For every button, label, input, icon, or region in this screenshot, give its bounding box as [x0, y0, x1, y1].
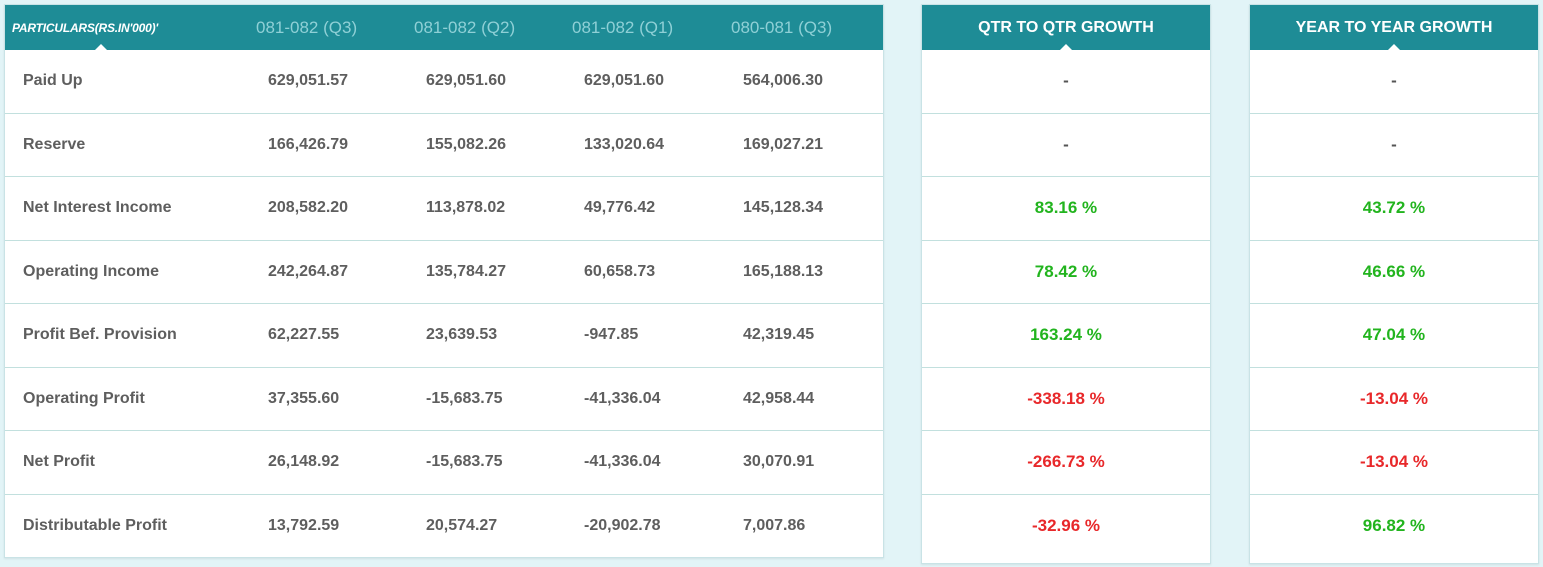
yoy-growth-value: 96.82 % — [1362, 516, 1426, 536]
table-row: Distributable Profit 13,792.59 20,574.27… — [5, 495, 883, 559]
cell-081-082-q2: -15,683.75 — [426, 389, 503, 407]
cell-081-082-q1: -41,336.04 — [584, 389, 661, 407]
cell-081-082-q3: 166,426.79 — [268, 135, 349, 153]
yoy-growth-card: YEAR TO YEAR GROWTH - - 43.72 % 46.66 % … — [1249, 4, 1539, 564]
cell-080-081-q3: 30,070.91 — [743, 453, 815, 471]
table-row: Net Profit 26,148.92 -15,683.75 -41,336.… — [5, 431, 883, 495]
growth-row: 47.04 % — [1250, 304, 1538, 368]
cell-081-082-q1: 133,020.64 — [584, 135, 665, 153]
cell-081-082-q2: 113,878.02 — [426, 199, 506, 217]
cell-081-082-q2: 135,784.27 — [426, 262, 507, 280]
qtr-growth-value: -338.18 % — [1027, 388, 1105, 408]
cell-081-082-q3: 629,051.57 — [268, 72, 349, 90]
table-body: Paid Up 629,051.57 629,051.60 629,051.60… — [5, 50, 883, 558]
row-label: Net Profit — [23, 453, 95, 471]
growth-row: -13.04 % — [1250, 368, 1538, 431]
growth-row: 83.16 % — [922, 177, 1210, 241]
growth-row: 96.82 % — [1250, 495, 1538, 559]
cell-080-081-q3: 169,027.21 — [743, 135, 824, 153]
row-label: Net Interest Income — [23, 199, 172, 217]
header-caret — [94, 44, 108, 51]
cell-081-082-q1: 629,051.60 — [584, 72, 665, 90]
cell-081-082-q2: -15,683.75 — [426, 453, 503, 471]
growth-row: 78.42 % — [922, 241, 1210, 304]
yoy-growth-body: - - 43.72 % 46.66 % 47.04 % -13.04 % -13… — [1250, 50, 1538, 558]
table-row: Operating Profit 37,355.60 -15,683.75 -4… — [5, 368, 883, 431]
yoy-growth-title: YEAR TO YEAR GROWTH — [1295, 18, 1493, 36]
table-row: Operating Income 242,264.87 135,784.27 6… — [5, 241, 883, 304]
header-caret — [1059, 44, 1073, 51]
header-particulars: PARTICULARS(RS.IN'000)' — [12, 20, 159, 35]
qtr-growth-title: QTR TO QTR GROWTH — [978, 18, 1154, 36]
growth-row: 163.24 % — [922, 304, 1210, 368]
cell-081-082-q2: 20,574.27 — [426, 517, 498, 535]
yoy-growth-value: - — [1391, 71, 1397, 91]
growth-row: - — [1250, 50, 1538, 114]
qtr-growth-value: -32.96 % — [1031, 516, 1101, 536]
growth-row: -13.04 % — [1250, 431, 1538, 495]
yoy-growth-value: 43.72 % — [1362, 198, 1426, 218]
growth-row: - — [922, 50, 1210, 114]
financials-table: PARTICULARS(RS.IN'000)' 081-082 (Q3) 081… — [4, 4, 884, 558]
yoy-growth-header: YEAR TO YEAR GROWTH — [1250, 5, 1538, 51]
header-col-080-081-q3: 080-081 (Q3) — [731, 17, 833, 37]
growth-row: - — [922, 114, 1210, 177]
row-label: Reserve — [23, 135, 86, 153]
yoy-growth-value: -13.04 % — [1359, 452, 1429, 472]
cell-081-082-q3: 37,355.60 — [268, 389, 340, 407]
table-row: Net Interest Income 208,582.20 113,878.0… — [5, 177, 883, 241]
qtr-growth-value: - — [1063, 71, 1069, 91]
cell-081-082-q1: -20,902.78 — [584, 517, 661, 535]
qtr-growth-value: - — [1063, 134, 1069, 154]
cell-080-081-q3: 165,188.13 — [743, 262, 824, 280]
qtr-growth-value: -266.73 % — [1027, 452, 1105, 472]
cell-081-082-q3: 62,227.55 — [268, 326, 340, 344]
cell-081-082-q3: 13,792.59 — [268, 517, 340, 535]
qtr-growth-card: QTR TO QTR GROWTH - - 83.16 % 78.42 % 16… — [921, 4, 1211, 564]
table-header: PARTICULARS(RS.IN'000)' 081-082 (Q3) 081… — [5, 5, 883, 51]
growth-row: 43.72 % — [1250, 177, 1538, 241]
cell-080-081-q3: 42,958.44 — [743, 389, 815, 407]
row-label: Profit Bef. Provision — [23, 326, 177, 344]
cell-081-082-q3: 208,582.20 — [268, 199, 349, 217]
cell-081-082-q2: 23,639.53 — [426, 326, 498, 344]
row-label: Paid Up — [23, 72, 83, 90]
qtr-growth-value: 78.42 % — [1034, 261, 1098, 281]
growth-row: -338.18 % — [922, 368, 1210, 431]
cell-080-081-q3: 42,319.45 — [743, 326, 815, 344]
header-col-081-082-q2: 081-082 (Q2) — [414, 17, 516, 37]
cell-081-082-q1: -41,336.04 — [584, 453, 661, 471]
qtr-growth-value: 83.16 % — [1034, 198, 1098, 218]
cell-081-082-q1: 49,776.42 — [584, 199, 656, 217]
growth-row: 46.66 % — [1250, 241, 1538, 304]
cell-081-082-q2: 155,082.26 — [426, 135, 507, 153]
yoy-growth-value: -13.04 % — [1359, 388, 1429, 408]
row-label: Operating Profit — [23, 389, 145, 407]
growth-row: -266.73 % — [922, 431, 1210, 495]
row-label: Distributable Profit — [23, 517, 168, 535]
row-label: Operating Income — [23, 262, 160, 280]
qtr-growth-body: - - 83.16 % 78.42 % 163.24 % -338.18 % -… — [922, 50, 1210, 558]
yoy-growth-value: 46.66 % — [1362, 261, 1426, 281]
cell-081-082-q3: 26,148.92 — [268, 453, 340, 471]
cell-081-082-q3: 242,264.87 — [268, 262, 349, 280]
header-col-081-082-q3: 081-082 (Q3) — [256, 17, 358, 37]
table-row: Profit Bef. Provision 62,227.55 23,639.5… — [5, 304, 883, 368]
cell-081-082-q2: 629,051.60 — [426, 72, 507, 90]
growth-row: - — [1250, 114, 1538, 177]
cell-081-082-q1: 60,658.73 — [584, 262, 656, 280]
growth-row: -32.96 % — [922, 495, 1210, 559]
cell-080-081-q3: 564,006.30 — [743, 72, 824, 90]
yoy-growth-value: 47.04 % — [1362, 325, 1426, 345]
qtr-growth-value: 163.24 % — [1030, 325, 1102, 345]
header-caret — [1387, 44, 1401, 51]
cell-080-081-q3: 145,128.34 — [743, 199, 824, 217]
cell-080-081-q3: 7,007.86 — [743, 517, 806, 535]
cell-081-082-q1: -947.85 — [584, 326, 639, 344]
header-col-081-082-q1: 081-082 (Q1) — [572, 17, 674, 37]
table-row: Reserve 166,426.79 155,082.26 133,020.64… — [5, 114, 883, 177]
yoy-growth-value: - — [1391, 134, 1397, 154]
table-row: Paid Up 629,051.57 629,051.60 629,051.60… — [5, 50, 883, 114]
qtr-growth-header: QTR TO QTR GROWTH — [922, 5, 1210, 51]
